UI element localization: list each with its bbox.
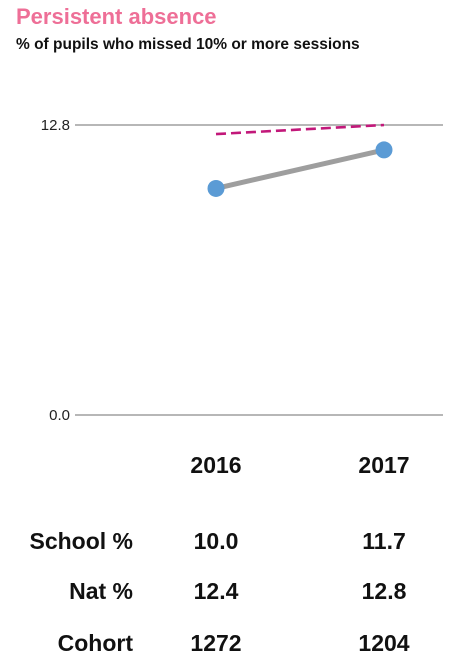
- row-label-nat: Nat %: [69, 578, 133, 604]
- y-tick-label-1: 12.8: [41, 117, 70, 134]
- cell-nat-2017: 12.8: [361, 578, 407, 604]
- series-0-point-0: [207, 179, 225, 197]
- cell-nat-2016: 12.4: [193, 578, 239, 604]
- cell-cohort-2017: 1204: [358, 630, 410, 656]
- y-tick-label-0: 0.0: [49, 407, 70, 424]
- cell-school-2017: 11.7: [362, 528, 406, 554]
- line-chart: 0.0 12.8: [41, 117, 443, 424]
- row-label-school: School %: [29, 528, 133, 554]
- gridlines: 0.0 12.8: [41, 117, 443, 424]
- series-1-line: [215, 123, 385, 136]
- year-label-2017: 2017: [358, 452, 410, 478]
- series-layer: [207, 123, 393, 197]
- series-0-line: [213, 147, 387, 191]
- chart-title: Persistent absence: [16, 4, 217, 29]
- row-label-cohort: Cohort: [57, 630, 133, 656]
- cell-school-2016: 10.0: [193, 528, 239, 554]
- series-0-point-1: [375, 141, 393, 159]
- cell-cohort-2016: 1272: [190, 630, 242, 656]
- chart-subtitle: % of pupils who missed 10% or more sessi…: [16, 36, 360, 53]
- year-label-2016: 2016: [190, 452, 242, 478]
